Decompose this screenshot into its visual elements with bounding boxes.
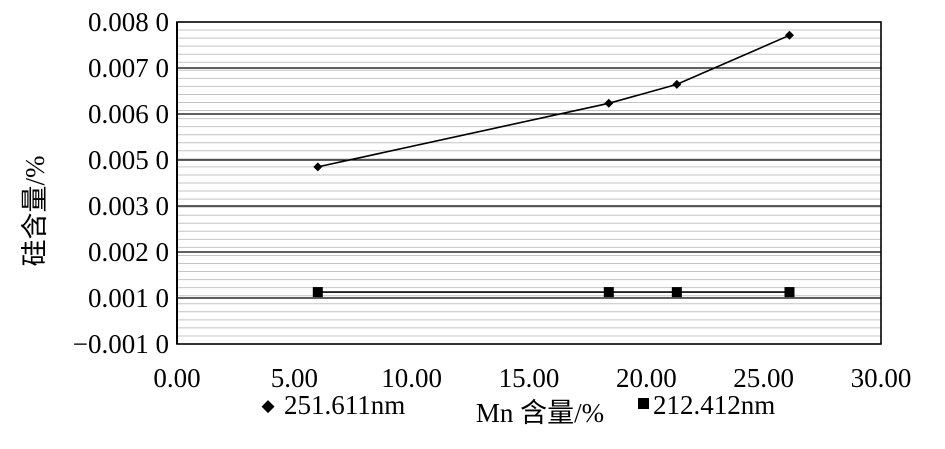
y-tick-label: 0.006 0 — [88, 99, 169, 129]
x-tick-label: 0.00 — [153, 363, 200, 393]
data-point-square — [312, 287, 323, 298]
y-tick-label: 0.008 0 — [88, 7, 169, 37]
y-tick-label: 0.007 0 — [88, 53, 169, 83]
y-tick-label: −0.001 0 — [73, 329, 169, 359]
data-point-diamond — [784, 30, 794, 40]
y-tick-label: 0.002 0 — [88, 237, 169, 267]
data-point-square — [784, 287, 795, 298]
legend: ◆ 251.611nm 212.412nm — [261, 390, 775, 420]
minor-gridlines — [177, 29, 881, 337]
x-tick-label: 10.00 — [381, 363, 442, 393]
data-point-diamond — [604, 98, 614, 108]
x-tick-label: 30.00 — [851, 363, 912, 393]
y-axis-title: 硅含量/% — [20, 156, 50, 267]
x-axis-title: Mn 含量/% — [476, 398, 604, 428]
x-tick-labels: 0.00 5.00 10.00 15.00 20.00 25.00 30.00 — [153, 363, 911, 393]
legend-label-series-2: 212.412nm — [653, 390, 775, 420]
y-tick-label: 0.003 0 — [88, 191, 169, 221]
data-point-diamond — [313, 162, 323, 172]
x-tick-label: 25.00 — [733, 363, 794, 393]
x-tick-label: 20.00 — [616, 363, 677, 393]
y-tick-label: 0.001 0 — [88, 283, 169, 313]
x-tick-label: 5.00 — [271, 363, 318, 393]
legend-marker-square — [638, 398, 649, 409]
x-tick-label: 15.00 — [499, 363, 560, 393]
data-point-diamond — [672, 79, 682, 89]
major-gridlines — [177, 67, 881, 299]
data-point-square — [603, 287, 614, 298]
series-layer — [312, 30, 795, 298]
y-tick-labels: 0.008 0 0.007 0 0.006 0 0.005 0 0.003 0 0.002… — [73, 7, 169, 359]
legend-marker-diamond: ◆ — [261, 396, 275, 415]
y-tick-label: 0.005 0 — [88, 145, 169, 175]
data-point-square — [671, 287, 682, 298]
legend-label-series-1: 251.611nm — [284, 390, 405, 420]
series-line-1 — [317, 34, 790, 168]
